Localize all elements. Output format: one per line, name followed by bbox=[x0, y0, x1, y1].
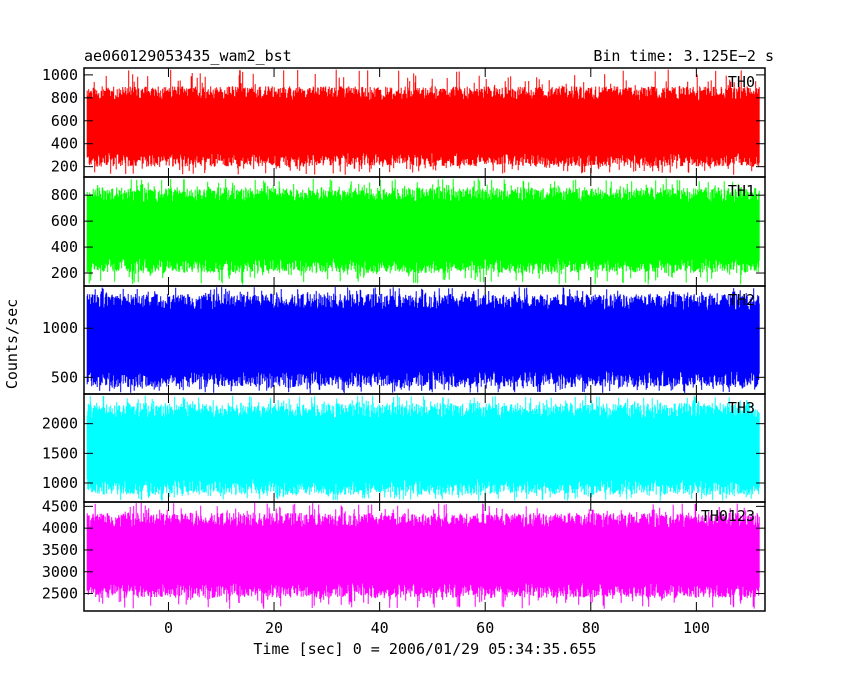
y-tick-label: 1000 bbox=[42, 66, 78, 84]
series-label-th3: TH3 bbox=[728, 399, 755, 417]
y-tick-label: 3000 bbox=[42, 563, 78, 581]
x-tick-label: 20 bbox=[265, 619, 283, 637]
y-tick-label: 4500 bbox=[42, 497, 78, 515]
y-tick-label: 400 bbox=[51, 135, 78, 153]
y-tick-label: 400 bbox=[51, 238, 78, 256]
series-th0123 bbox=[86, 503, 760, 609]
y-tick-label: 1000 bbox=[42, 474, 78, 492]
y-tick-label: 600 bbox=[51, 112, 78, 130]
x-tick-label: 40 bbox=[371, 619, 389, 637]
panel-th2: 500 1000 TH2 bbox=[42, 285, 766, 395]
y-tick-label: 800 bbox=[51, 89, 78, 107]
panel-th3: 1000 1500 2000 TH3 bbox=[42, 393, 766, 503]
y-tick-label: 4000 bbox=[42, 519, 78, 537]
y-tick-label: 500 bbox=[51, 368, 78, 386]
y-tick-label: 2000 bbox=[42, 415, 78, 433]
series-th2 bbox=[86, 287, 760, 393]
series-th3 bbox=[86, 395, 760, 501]
x-tick-label: 100 bbox=[683, 619, 710, 637]
x-tick-label: 60 bbox=[476, 619, 494, 637]
y-tick-label: 1500 bbox=[42, 444, 78, 462]
bin-time-label: Bin time: 3.125E−2 s bbox=[593, 47, 774, 65]
series-label-th2: TH2 bbox=[728, 291, 755, 309]
y-tick-label: 2500 bbox=[42, 585, 78, 603]
y-tick-label: 200 bbox=[51, 264, 78, 282]
y-tick-label: 3500 bbox=[42, 541, 78, 559]
series-th0 bbox=[86, 69, 760, 175]
panels-group: 200 400 600 800 1000 TH0 200 400 600 800 TH1 500 100… bbox=[42, 66, 766, 612]
series-label-th1: TH1 bbox=[728, 182, 755, 200]
panel-frame bbox=[83, 501, 766, 612]
chart-title: ae060129053435_wam2_bst bbox=[84, 47, 292, 65]
x-axis: 0 20 40 60 80 100 bbox=[164, 68, 710, 637]
y-tick-label: 1000 bbox=[42, 319, 78, 337]
y-axis-label: Counts/sec bbox=[3, 299, 21, 389]
panel-th0123: 2500 3000 3500 4000 4500 TH0123 bbox=[42, 497, 766, 612]
x-tick-label: 0 bbox=[164, 619, 173, 637]
series-th1 bbox=[86, 178, 760, 285]
panel-th0: 200 400 600 800 1000 TH0 bbox=[42, 66, 766, 178]
x-axis-label: Time [sec] 0 = 2006/01/29 05:34:35.655 bbox=[253, 640, 596, 658]
series-label-th0: TH0 bbox=[728, 73, 755, 91]
y-tick-label: 600 bbox=[51, 212, 78, 230]
panel-th1: 200 400 600 800 TH1 bbox=[51, 176, 766, 287]
x-tick-label: 80 bbox=[582, 619, 600, 637]
y-tick-label: 200 bbox=[51, 158, 78, 176]
y-tick-label: 800 bbox=[51, 186, 78, 204]
series-label-th0123: TH0123 bbox=[701, 507, 755, 525]
